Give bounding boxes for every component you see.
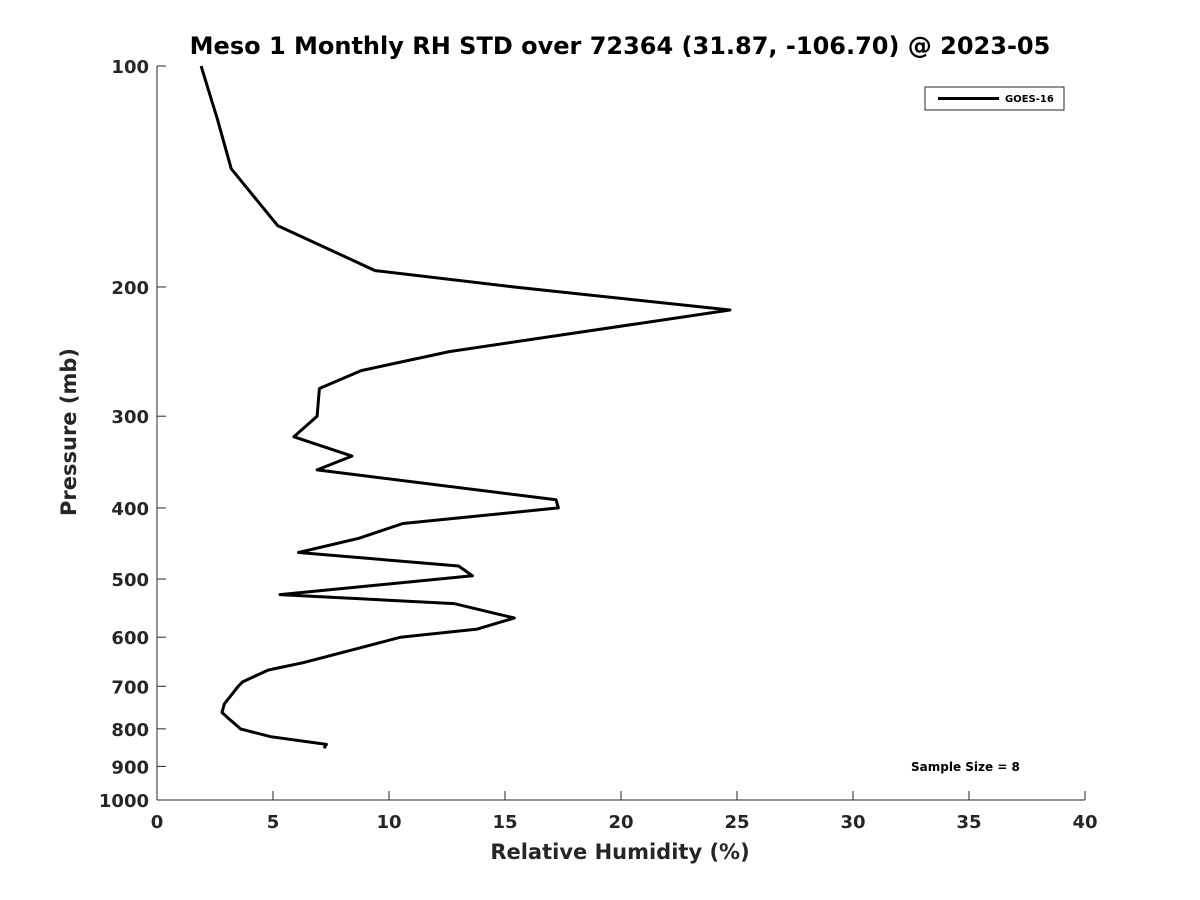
y-tick-label: 600 [111, 628, 149, 649]
sample-size-annotation: Sample Size = 8 [911, 760, 1020, 774]
y-tick-label: 300 [111, 407, 149, 428]
chart-title: Meso 1 Monthly RH STD over 72364 (31.87,… [190, 32, 1051, 60]
x-tick-label: 5 [267, 812, 280, 833]
x-tick-label: 10 [376, 812, 401, 833]
x-tick-label: 40 [1072, 812, 1097, 833]
x-ticks: 0 5 10 15 20 25 30 35 40 [151, 791, 1098, 833]
x-axis-label: Relative Humidity (%) [490, 840, 749, 864]
legend-label-goes-16: GOES-16 [1005, 94, 1054, 105]
plot-area: 0 5 10 15 20 25 30 35 40 100 200 300 400 500 600 700 80… [99, 57, 1098, 833]
y-tick-label: 1000 [99, 791, 149, 812]
x-tick-label: 30 [840, 812, 865, 833]
y-ticks: 100 200 300 400 500 600 700 800 900 1000 [99, 57, 166, 812]
y-tick-label: 500 [111, 570, 149, 591]
y-axis-label: Pressure (mb) [57, 348, 81, 516]
x-tick-label: 25 [724, 812, 749, 833]
legend: GOES-16 [924, 86, 1065, 111]
y-tick-label: 800 [111, 720, 149, 741]
y-tick-label: 200 [111, 278, 149, 299]
x-tick-label: 20 [608, 812, 633, 833]
x-tick-label: 15 [492, 812, 517, 833]
y-tick-label: 400 [111, 499, 149, 520]
x-tick-label: 35 [956, 812, 981, 833]
series-line-goes-16 [199, 65, 732, 750]
y-tick-label: 900 [111, 757, 149, 778]
y-tick-label: 700 [111, 677, 149, 698]
x-tick-label: 0 [151, 812, 164, 833]
y-tick-label: 100 [111, 57, 149, 78]
series-layer [199, 65, 732, 750]
